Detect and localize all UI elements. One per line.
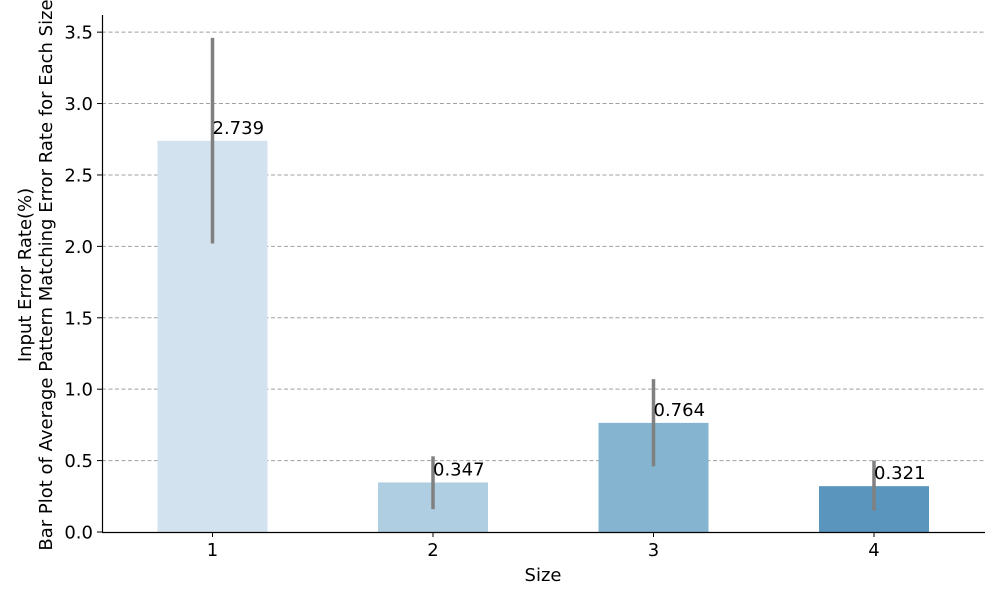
y-tick-label: 1.0 xyxy=(64,380,93,401)
y-axis-label-line-1: Bar Plot of Average Pattern Matching Err… xyxy=(36,0,57,551)
y-tick-label: 2.5 xyxy=(64,165,93,186)
y-tick-label: 3.5 xyxy=(64,23,93,44)
bar-value-label: 0.321 xyxy=(874,463,926,484)
x-tick-label: 2 xyxy=(427,540,438,561)
axis-layer xyxy=(101,15,985,534)
x-tick-label: 4 xyxy=(868,540,879,561)
datalabel-layer: 2.739 0.347 0.764 0.321 xyxy=(213,118,926,484)
grid-layer xyxy=(102,31,985,462)
bar-value-label: 0.764 xyxy=(654,400,706,421)
bar-layer xyxy=(157,140,929,532)
x-tick-label: 1 xyxy=(207,540,218,561)
xtick-layer: 1 2 3 4 xyxy=(207,532,880,561)
y-tick-label: 1.5 xyxy=(64,308,93,329)
x-axis-label: Size xyxy=(525,565,562,586)
y-tick-label: 3.0 xyxy=(64,94,93,115)
y-axis-label-line-2: Input Error Rate(%) xyxy=(15,188,36,362)
ytick-layer: 0.0 0.5 1.0 1.5 2.0 2.5 3.0 3.5 xyxy=(64,23,102,544)
bar-value-label: 0.347 xyxy=(433,459,485,480)
errorbar-layer xyxy=(210,37,876,511)
x-tick-label: 3 xyxy=(648,540,659,561)
y-tick-label: 0.0 xyxy=(64,523,93,544)
bar-value-label: 2.739 xyxy=(213,118,265,139)
y-tick-label: 2.0 xyxy=(64,237,93,258)
y-tick-label: 0.5 xyxy=(64,451,93,472)
